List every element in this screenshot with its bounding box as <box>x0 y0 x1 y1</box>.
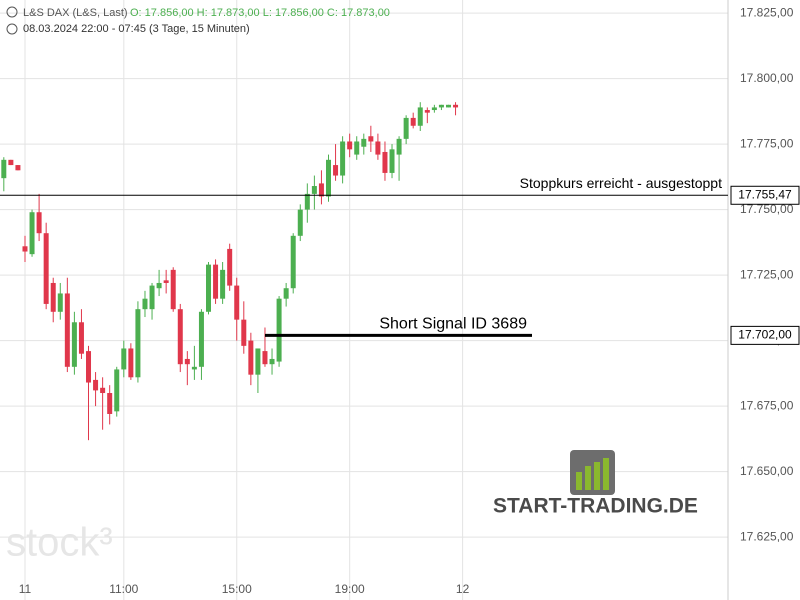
candle-body <box>177 309 183 365</box>
level-text: Stoppkurs erreicht - ausgestoppt <box>520 175 722 191</box>
candle-body <box>57 293 63 312</box>
y-tick-label: 17.625,00 <box>740 529 794 543</box>
candle-body <box>135 309 141 378</box>
y-tick-label: 17.775,00 <box>740 136 794 150</box>
watermark: stock³ <box>6 521 113 565</box>
x-tick-label: 19:00 <box>335 582 365 596</box>
candle-body <box>198 311 204 367</box>
x-tick-label: 11:00 <box>109 582 138 596</box>
candle-body <box>368 136 374 142</box>
candle-body <box>340 141 346 176</box>
candle-body <box>29 212 35 255</box>
y-tick-label: 17.725,00 <box>740 267 794 281</box>
x-tick-label: 11 <box>19 582 32 596</box>
candle-body <box>318 183 324 197</box>
candle-body <box>382 151 388 173</box>
range: 08.03.2024 22:00 - 07:45 (3 Tage, 15 Min… <box>23 23 250 35</box>
candle-body <box>403 117 409 139</box>
candle-body <box>241 319 247 346</box>
x-tick-label: 15:00 <box>222 582 252 596</box>
y-tick-label: 17.675,00 <box>740 398 794 412</box>
candle-body <box>304 193 310 210</box>
candle-body <box>184 358 190 365</box>
candle-body <box>156 282 162 289</box>
candle-body <box>276 298 282 362</box>
candle-body <box>191 366 197 370</box>
x-tick-label: 12 <box>456 582 470 596</box>
candle-body <box>410 117 416 126</box>
candle-body <box>22 246 28 252</box>
candle-body <box>71 322 77 367</box>
candle-body <box>121 348 127 370</box>
watermark-logo: START-TRADING.DE <box>493 495 698 518</box>
candle-body <box>255 348 261 375</box>
y-tick-label: 17.800,00 <box>740 71 794 85</box>
logo <box>570 450 615 495</box>
symbol: L&S DAX (L&S, Last) <box>23 7 128 19</box>
candle-body <box>149 285 155 310</box>
candle-body <box>142 298 148 310</box>
candle-body <box>283 288 289 299</box>
candle-body <box>64 293 70 367</box>
candle-body <box>114 369 120 412</box>
candle-body <box>325 159 331 197</box>
candle-body <box>8 159 14 166</box>
candle-body <box>347 141 353 150</box>
level-label: 17.702,00 <box>738 328 792 342</box>
candle-body <box>333 165 339 176</box>
candle-body <box>100 387 106 394</box>
candle-body <box>170 269 176 310</box>
candle-body <box>1 159 7 179</box>
candle-body <box>297 209 303 236</box>
candle-body <box>128 348 134 378</box>
candle-body <box>424 110 430 113</box>
candle-body <box>417 107 423 126</box>
level-label: 17.755,47 <box>738 187 792 201</box>
candle-body <box>93 379 99 391</box>
candle-body <box>15 165 21 171</box>
candle-body <box>234 285 240 320</box>
candle-body <box>290 235 296 289</box>
candle-body <box>375 141 381 155</box>
y-tick-label: 17.650,00 <box>740 464 794 478</box>
candle-body <box>206 264 212 312</box>
candle-body <box>453 104 459 108</box>
candle-body <box>431 107 437 111</box>
icon <box>6 23 18 35</box>
icon <box>6 6 18 18</box>
candle-body <box>311 186 317 194</box>
candle-body <box>163 280 169 283</box>
candle-body <box>213 264 219 299</box>
candle-body <box>220 269 226 299</box>
ohlc: O: 17.856,00 H: 17.873,00 L: 17.856,00 C… <box>130 7 390 19</box>
candle-body <box>445 104 451 108</box>
candle-body <box>78 322 84 354</box>
y-tick-label: 17.825,00 <box>740 5 794 19</box>
candle-body <box>43 233 49 304</box>
candle-body <box>354 141 360 155</box>
candle-body <box>86 351 92 383</box>
candle-body <box>361 138 367 147</box>
candle-body <box>36 212 42 234</box>
candle-body <box>389 149 395 173</box>
candle-body <box>396 138 402 155</box>
level-text: Short Signal ID 3689 <box>379 316 527 333</box>
candle-body <box>438 104 444 108</box>
grid <box>0 0 728 600</box>
level-label-box <box>730 185 800 205</box>
y-tick-label: 17.750,00 <box>740 202 794 216</box>
candle-body <box>227 248 233 286</box>
candle-body <box>262 351 268 365</box>
candle-body <box>50 282 56 312</box>
candle-body <box>248 340 254 375</box>
candle-body <box>269 358 275 365</box>
candle-body <box>107 393 113 414</box>
level-label-box <box>730 325 800 345</box>
